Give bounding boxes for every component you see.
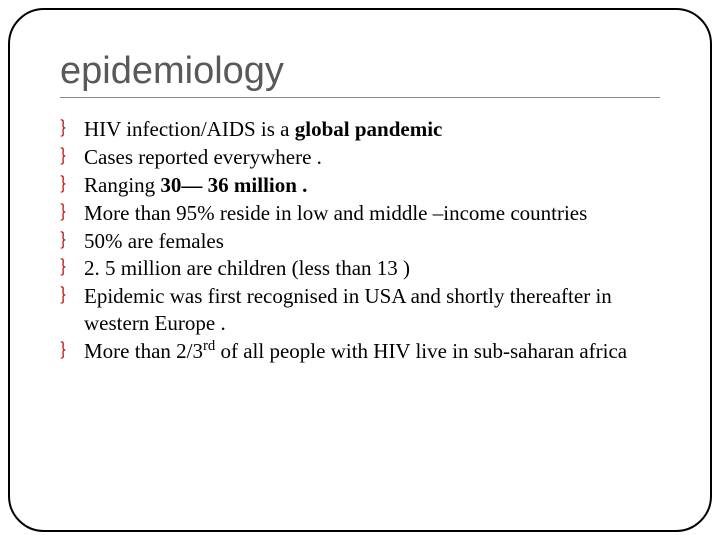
bullet-icon: ｝ <box>60 340 78 363</box>
slide-frame: epidemiology ｝ HIV infection/AIDS is a g… <box>8 8 712 532</box>
list-item: ｝ 50% are females <box>60 228 660 255</box>
bullet-icon: ｝ <box>60 230 78 253</box>
bullet-text-post: of all people with HIV live in sub-sahar… <box>215 339 627 363</box>
list-item: ｝ More than 95% reside in low and middle… <box>60 200 660 227</box>
bullet-text-pre: Cases reported everywhere . <box>84 145 322 169</box>
bullet-text-pre: Ranging <box>84 173 160 197</box>
bullet-icon: ｝ <box>60 202 78 225</box>
list-item: ｝ Epidemic was first recognised in USA a… <box>60 283 660 337</box>
bullet-icon: ｝ <box>60 174 78 197</box>
bullet-icon: ｝ <box>60 118 78 141</box>
bullet-text-bold: global pandemic <box>295 117 443 141</box>
bullet-text-pre: More than 2/3 <box>84 339 203 363</box>
bullet-list: ｝ HIV infection/AIDS is a global pandemi… <box>60 116 660 365</box>
bullet-icon: ｝ <box>60 257 78 280</box>
list-item: ｝ HIV infection/AIDS is a global pandemi… <box>60 116 660 143</box>
list-item: ｝ More than 2/3rd of all people with HIV… <box>60 338 660 365</box>
list-item: ｝ Cases reported everywhere . <box>60 144 660 171</box>
slide-title: epidemiology <box>60 50 660 98</box>
bullet-text-pre: 50% are females <box>84 229 224 253</box>
bullet-text-pre: 2. 5 million are children (less than 13 … <box>84 256 410 280</box>
bullet-icon: ｝ <box>60 146 78 169</box>
bullet-text-pre: Epidemic was first recognised in USA and… <box>84 284 612 335</box>
bullet-text-bold: 30— 36 million . <box>160 173 307 197</box>
bullet-icon: ｝ <box>60 285 78 308</box>
bullet-text-pre: HIV infection/AIDS is a <box>84 117 295 141</box>
list-item: ｝ Ranging 30— 36 million . <box>60 172 660 199</box>
bullet-text-pre: More than 95% reside in low and middle –… <box>84 201 587 225</box>
bullet-text-sup: rd <box>203 338 215 354</box>
list-item: ｝ 2. 5 million are children (less than 1… <box>60 255 660 282</box>
